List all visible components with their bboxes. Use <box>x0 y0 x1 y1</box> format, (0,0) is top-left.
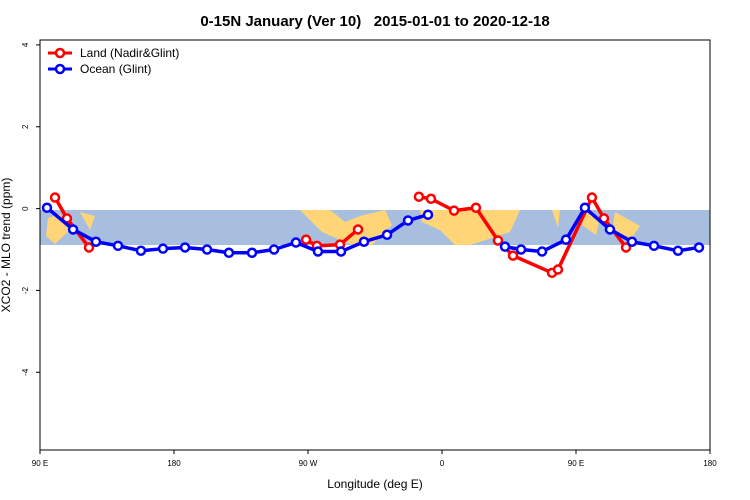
data-point <box>648 240 660 252</box>
x-tick-label: 90 E <box>32 459 48 468</box>
data-point <box>358 236 370 247</box>
land-shape <box>300 210 392 245</box>
data-point <box>312 246 324 257</box>
data-point <box>413 191 425 202</box>
data-point <box>49 192 61 203</box>
legend-marker <box>54 63 66 75</box>
data-point <box>67 224 79 235</box>
data-point <box>268 244 280 255</box>
data-point <box>41 202 53 214</box>
data-point <box>157 243 169 254</box>
y-tick-label: -2 <box>21 286 30 294</box>
data-point <box>672 245 684 256</box>
x-tick-label: 180 <box>703 459 717 468</box>
data-point <box>201 244 213 255</box>
y-axis-label: XCO2 - MLO trend (ppm) <box>0 178 13 313</box>
data-point <box>90 236 102 247</box>
data-point <box>112 240 124 252</box>
data-point <box>300 234 312 245</box>
data-point <box>335 246 347 257</box>
data-point <box>470 202 482 214</box>
data-point <box>552 264 564 275</box>
data-point <box>422 209 434 220</box>
x-tick-label: 180 <box>167 459 181 468</box>
land-shape <box>46 212 95 244</box>
data-point <box>586 192 598 203</box>
plot-frame <box>39 39 711 451</box>
data-point <box>352 224 364 235</box>
y-tick-label: 2 <box>21 124 30 129</box>
x-tick-label: 0 <box>440 459 445 468</box>
data-point <box>515 244 527 255</box>
data-point <box>579 202 591 214</box>
data-point <box>536 246 548 257</box>
y-tick-label: 0 <box>21 206 30 211</box>
data-point <box>448 205 460 216</box>
legend-label: Land (Nadir&Glint) <box>80 46 179 60</box>
data-point <box>604 224 616 235</box>
x-tick-label: 90 W <box>299 459 318 468</box>
data-point <box>135 245 147 256</box>
y-tick-label: -4 <box>21 368 30 376</box>
data-point <box>507 250 519 261</box>
data-point <box>381 229 393 241</box>
data-point <box>402 215 414 226</box>
x-tick-label: 90 E <box>568 459 584 468</box>
data-point <box>560 234 572 245</box>
data-point <box>290 237 302 248</box>
data-point <box>620 242 632 253</box>
legend-marker <box>54 47 66 59</box>
data-point <box>179 242 191 253</box>
data-point <box>83 242 95 253</box>
data-point <box>626 236 638 247</box>
x-axis-label: Longitude (deg E) <box>327 477 422 491</box>
data-point <box>223 247 235 259</box>
y-tick-label: 4 <box>21 42 30 47</box>
legend-label: Ocean (Glint) <box>80 62 151 76</box>
data-point <box>425 193 437 205</box>
data-point <box>693 242 705 253</box>
chart-title: 0-15N January (Ver 10) 2015-01-01 to 202… <box>200 13 549 30</box>
data-point <box>499 241 511 252</box>
data-point <box>492 235 504 246</box>
data-point <box>246 247 258 259</box>
